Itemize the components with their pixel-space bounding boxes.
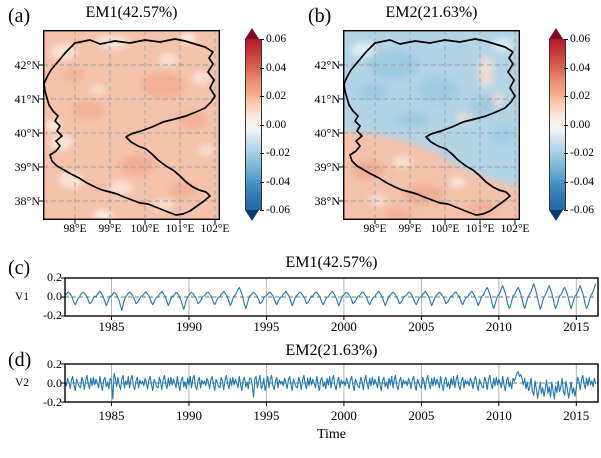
panel-d-yaxis-name: V2 (14, 377, 30, 389)
y-tick-label-c: 0.0 (47, 289, 62, 303)
colorbar-tick-b (564, 67, 568, 69)
colorbar-tick-b (564, 96, 568, 97)
time-axis-label: Time (316, 427, 347, 442)
lat-tick-label-b: 41°N (314, 92, 340, 106)
lat-tick-label-a: 40°N (14, 126, 40, 140)
study-region-outline (43, 38, 216, 216)
x-tick-label: 2005 (408, 408, 434, 423)
eof1-field (43, 30, 220, 220)
study-region-outline (343, 38, 516, 216)
lon-tick-label-a: 98°E (63, 223, 87, 235)
panel-c-label: (c) (8, 257, 31, 279)
colorbar-tick-a (260, 67, 264, 69)
lon-tick-label-a: 100°E (130, 223, 160, 235)
colorbar-lower-arrow (245, 210, 259, 221)
panel-b-label: (b) (308, 5, 332, 27)
colorbar-upper-arrow (549, 28, 563, 39)
panel-a-map (39, 30, 221, 224)
colorbar-upper-arrow (245, 28, 259, 39)
pc-series-d (64, 371, 597, 400)
lat-tick-label-b: 39°N (314, 160, 340, 174)
panel-c-title: EM1(42.57%) (285, 254, 378, 271)
map-frame (42, 30, 221, 221)
colorbar-tick-b (564, 210, 568, 211)
pc-series-c (64, 283, 597, 311)
lon-tick-label-b: 99°E (398, 223, 422, 235)
x-tick-label: 2000 (331, 319, 357, 334)
colorbar-tick-b (564, 153, 568, 154)
colorbar-tick-label-b: -0.06 (570, 204, 594, 216)
lat-tick-label-a: 42°N (14, 58, 40, 72)
lon-tick-label-b: 98°E (363, 223, 387, 235)
colorbar-tick-b (564, 181, 568, 183)
colorbar-tick-label-a: -0.02 (266, 147, 290, 159)
colorbar-tick-label-a: 0.00 (266, 118, 287, 131)
map-axis-ticks (339, 64, 516, 224)
lat-tick-label-b: 38°N (314, 194, 340, 208)
y-tick-label-d: -0.2 (43, 395, 62, 409)
colorbar-tick-a (260, 124, 264, 126)
colorbar-tick-label-b: 0.00 (570, 118, 591, 131)
x-tick-label: 2015 (563, 408, 589, 423)
x-tick-label: 1995 (253, 319, 279, 334)
lon-tick-label-a: 99°E (98, 223, 122, 235)
y-tick-label-d: 0.2 (47, 357, 62, 371)
y-tick-label-c: -0.2 (43, 308, 62, 322)
x-tick-label: 2000 (331, 408, 357, 423)
x-tick-label: 1985 (98, 408, 124, 423)
colorbar-tick-a (260, 39, 264, 40)
map-frame (342, 30, 521, 221)
colorbar-tick-label-b: -0.04 (570, 175, 594, 188)
colorbar-tick-label-a: 0.04 (266, 61, 287, 74)
eof2-field (343, 30, 520, 220)
x-tick-label: 1995 (253, 408, 279, 423)
lat-tick-label-a: 41°N (14, 92, 40, 106)
lat-tick-label-a: 38°N (14, 194, 40, 208)
lon-tick-label-a: 101°E (165, 223, 195, 235)
colorbar-tick-label-a: 0.06 (266, 33, 287, 45)
lon-tick-label-b: 100°E (430, 223, 460, 235)
y-tick-label-d: 0.0 (47, 376, 62, 390)
colorbar-tick-label-a: -0.06 (266, 204, 290, 216)
x-tick-label: 2010 (486, 319, 512, 334)
colorbar-tick-a (260, 210, 264, 211)
colorbar-tick-b (564, 124, 568, 126)
colorbar-tick-a (260, 153, 264, 154)
x-tick-label: 1985 (98, 319, 124, 334)
colorbar-tick-label-b: 0.06 (570, 33, 591, 45)
panel-d-label: (d) (8, 349, 32, 371)
panel-a-label: (a) (8, 5, 31, 27)
x-tick-label: 2010 (486, 408, 512, 423)
panel-a-title: EM1(42.57%) (85, 4, 178, 21)
lon-tick-label-b: 101°E (465, 223, 495, 235)
x-tick-label: 2005 (408, 319, 434, 334)
colorbar-tick-label-a: 0.02 (266, 90, 287, 102)
panel-c-yaxis-name: V1 (14, 291, 30, 303)
colorbar-tick-a (260, 181, 264, 183)
panel-b-map (339, 30, 521, 224)
panel-c-chart: 1985 1990 1995 2000 2005 2010 2015 (61, 277, 599, 334)
colorbar-tick-label-b: 0.02 (570, 90, 591, 102)
lat-tick-label-b: 40°N (314, 126, 340, 140)
x-tick-label: 1990 (176, 408, 202, 423)
colorbar-tick-label-a: -0.04 (266, 175, 290, 188)
y-tick-label-c: 0.2 (47, 270, 62, 284)
colorbar-tick-label-b: -0.02 (570, 147, 594, 159)
colorbar-tick-a (260, 96, 264, 97)
lat-tick-label-a: 39°N (14, 160, 40, 174)
lat-tick-label-b: 42°N (314, 58, 340, 72)
colorbar-tick-label-b: 0.04 (570, 61, 591, 74)
colorbar-tick-b (564, 39, 568, 40)
panel-b-title: EM2(21.63%) (385, 4, 478, 21)
panel-d-title: EM2(21.63%) (285, 342, 378, 359)
lon-tick-label-b: 102°E (500, 223, 530, 235)
x-tick-label: 1990 (176, 319, 202, 334)
colorbar-lower-arrow (549, 210, 563, 221)
panel-d-chart: 1985 1990 1995 2000 2005 2010 2015 (61, 363, 599, 423)
x-tick-label: 2015 (563, 319, 589, 334)
map-axis-ticks (39, 64, 216, 224)
lon-tick-label-a: 102°E (200, 223, 230, 235)
